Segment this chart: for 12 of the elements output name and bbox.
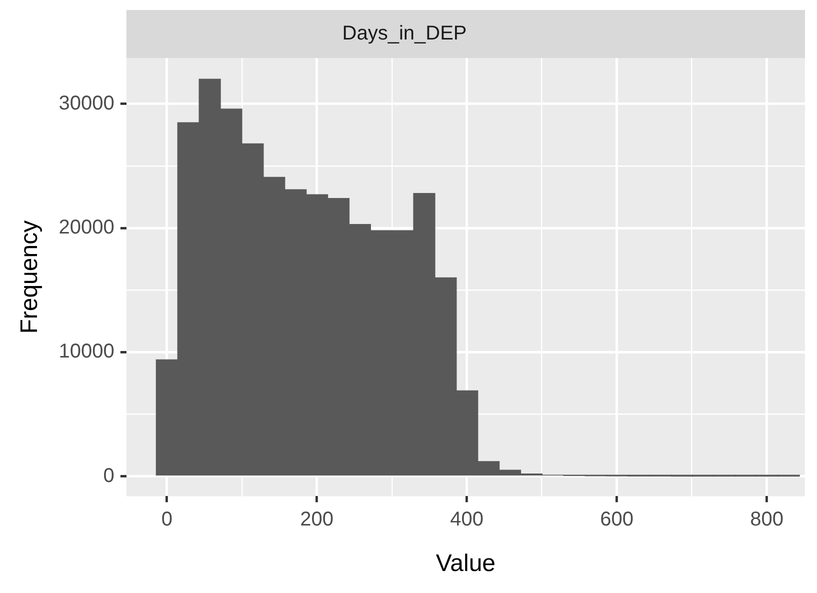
x-tick-label: 800	[750, 508, 784, 531]
x-tick-label: 600	[600, 508, 634, 531]
x-tick-label: 400	[450, 508, 484, 531]
y-tick-label: 20000	[58, 216, 114, 239]
y-tick-label: 0	[103, 464, 114, 487]
x-tick-label: 200	[300, 508, 334, 531]
chart-title: Days_in_DEP	[342, 22, 467, 45]
x-axis-title: Value	[436, 550, 496, 578]
y-tick-label: 30000	[58, 92, 114, 114]
y-axis-title: Frequency	[16, 220, 44, 334]
x-tick-label: 0	[161, 508, 172, 531]
y-tick-label: 10000	[58, 340, 114, 363]
